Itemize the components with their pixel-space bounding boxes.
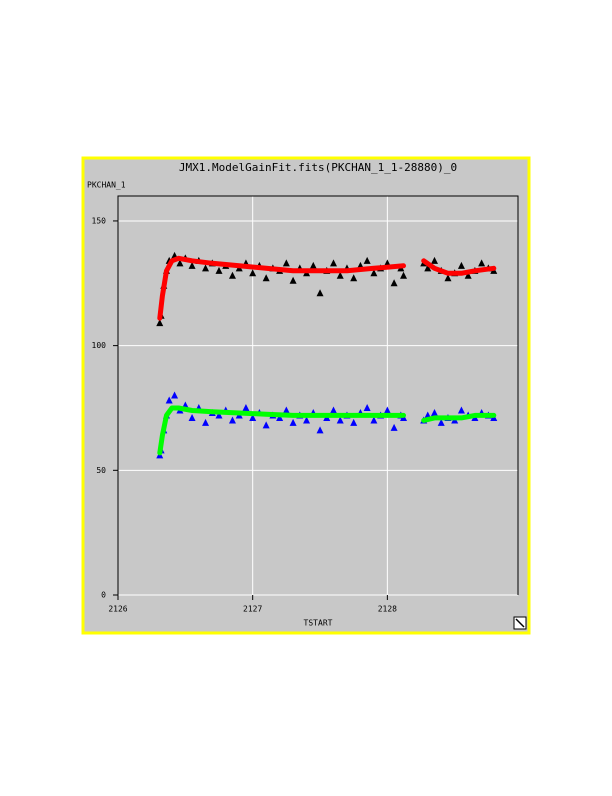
data-point	[202, 264, 210, 272]
data-point	[249, 269, 257, 277]
y-tick-label: 0	[101, 591, 106, 600]
data-point	[457, 406, 465, 414]
data-point	[156, 319, 164, 327]
data-point	[188, 261, 196, 269]
data-point	[424, 264, 432, 272]
data-point	[329, 259, 337, 267]
y-tick-label: 150	[92, 216, 107, 225]
data-point	[309, 261, 317, 269]
fit-line	[157, 255, 497, 321]
data-point	[188, 413, 196, 421]
chart-title: JMX1.ModelGainFit.fits(PKCHAN_1_1-28880)…	[179, 161, 457, 174]
data-point	[329, 406, 337, 414]
data-point	[289, 418, 297, 426]
data-point	[400, 271, 408, 279]
plot-area: 0 50 100 150 2126 2127 2128	[92, 195, 519, 614]
data-point	[249, 413, 257, 421]
data-point	[171, 391, 179, 399]
data-point	[370, 269, 378, 277]
data-point	[242, 403, 250, 411]
data-point	[262, 274, 270, 282]
data-point	[363, 403, 371, 411]
window	[81, 156, 531, 635]
data-point	[363, 256, 371, 264]
y-tick-label: 100	[92, 341, 107, 350]
resize-icon[interactable]	[513, 616, 527, 630]
data-point	[215, 266, 223, 274]
data-point	[383, 406, 391, 414]
axis-frame	[117, 195, 519, 595]
data-point	[228, 271, 236, 279]
data-point	[165, 396, 173, 404]
data-point	[336, 271, 344, 279]
data-point	[215, 411, 223, 419]
data-point	[276, 413, 284, 421]
x-tick-label: 2128	[378, 605, 397, 614]
data-point	[370, 416, 378, 424]
y-tick-label: 50	[96, 466, 106, 475]
data-point	[282, 259, 290, 267]
data-point	[176, 259, 184, 267]
data-point	[430, 408, 438, 416]
data-point	[350, 274, 358, 282]
x-tick-label: 2127	[243, 605, 262, 614]
data-point	[437, 418, 445, 426]
data-point	[390, 423, 398, 431]
data-point	[289, 276, 297, 284]
data-point	[316, 426, 324, 434]
data-point	[202, 418, 210, 426]
data-point	[457, 261, 465, 269]
data-point	[444, 274, 452, 282]
x-tick-label: 2126	[108, 605, 127, 614]
data-point	[336, 416, 344, 424]
data-point	[390, 279, 398, 287]
data-point	[303, 416, 311, 424]
data-point	[316, 289, 324, 297]
data-point	[478, 259, 486, 267]
x-axis-label: TSTART	[304, 619, 333, 628]
data-point	[282, 406, 290, 414]
resize-arrow[interactable]	[515, 618, 525, 628]
data-point	[464, 271, 472, 279]
y-axis-label: PKCHAN_1	[87, 181, 126, 190]
data-point	[430, 256, 438, 264]
data-point	[350, 418, 358, 426]
data-point	[262, 421, 270, 429]
data-point	[228, 416, 236, 424]
fit-line	[157, 405, 497, 456]
